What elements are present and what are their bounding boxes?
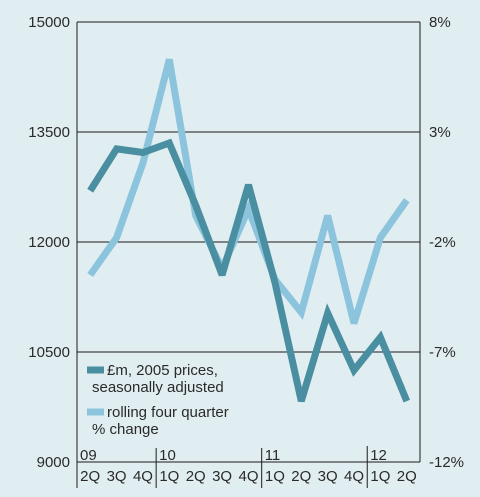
x-tick-label: 4Q: [133, 468, 153, 485]
right-tick-label: 8%: [429, 14, 451, 31]
x-tick-label: 1Q: [265, 468, 285, 485]
left-tick-label: 13500: [28, 124, 70, 141]
grid: [77, 21, 420, 463]
x-tick-label: 2Q: [186, 468, 206, 485]
year-label: 09: [80, 447, 97, 464]
x-tick-label: 1Q: [159, 468, 179, 485]
year-label: 11: [265, 447, 281, 464]
legend-label-series-2-line-2: % change: [92, 421, 159, 438]
x-tick-label: 2Q: [291, 468, 311, 485]
legend-label-series-2-line-1: rolling four quarter: [107, 404, 229, 421]
plot-frame: [76, 22, 421, 462]
year-label: 10: [159, 447, 176, 464]
x-tick-label: 1Q: [370, 468, 390, 485]
left-tick-label: 12000: [28, 234, 70, 251]
year-label: 12: [370, 447, 387, 464]
legend-label-series-1-line-2: seasonally adjusted: [92, 379, 224, 396]
right-axis: -12% -7% -2% 3% 8%: [429, 14, 464, 471]
x-tick-label: 2Q: [80, 468, 100, 485]
left-tick-label: 10500: [28, 344, 70, 361]
right-tick-label: -7%: [429, 344, 456, 361]
legend-background: [82, 356, 272, 448]
right-tick-label: -2%: [429, 234, 456, 251]
x-axis: 2Q 3Q 4Q 1Q 2Q 3Q 4Q 1Q 2Q 3Q 4Q 1Q 2Q 09 10 11 12: [76, 446, 417, 488]
x-tick-label: 4Q: [238, 468, 258, 485]
x-tick-label: 3Q: [318, 468, 338, 485]
x-tick-label: 3Q: [212, 468, 232, 485]
legend: £m, 2005 prices, rolling four quarter se…: [82, 356, 272, 448]
right-tick-label: -12%: [429, 454, 464, 471]
right-tick-label: 3%: [429, 124, 451, 141]
left-tick-label: 15000: [28, 14, 70, 31]
x-tick-label: 3Q: [107, 468, 127, 485]
left-tick-label: 9000: [37, 454, 70, 471]
left-axis: 9000 10500 12000 13500 15000: [28, 14, 70, 471]
legend-label-series-1-line-1: £m, 2005 prices,: [107, 362, 218, 379]
series-layer: [87, 58, 411, 403]
x-tick-label: 4Q: [344, 468, 364, 485]
x-tick-label: 2Q: [397, 468, 417, 485]
